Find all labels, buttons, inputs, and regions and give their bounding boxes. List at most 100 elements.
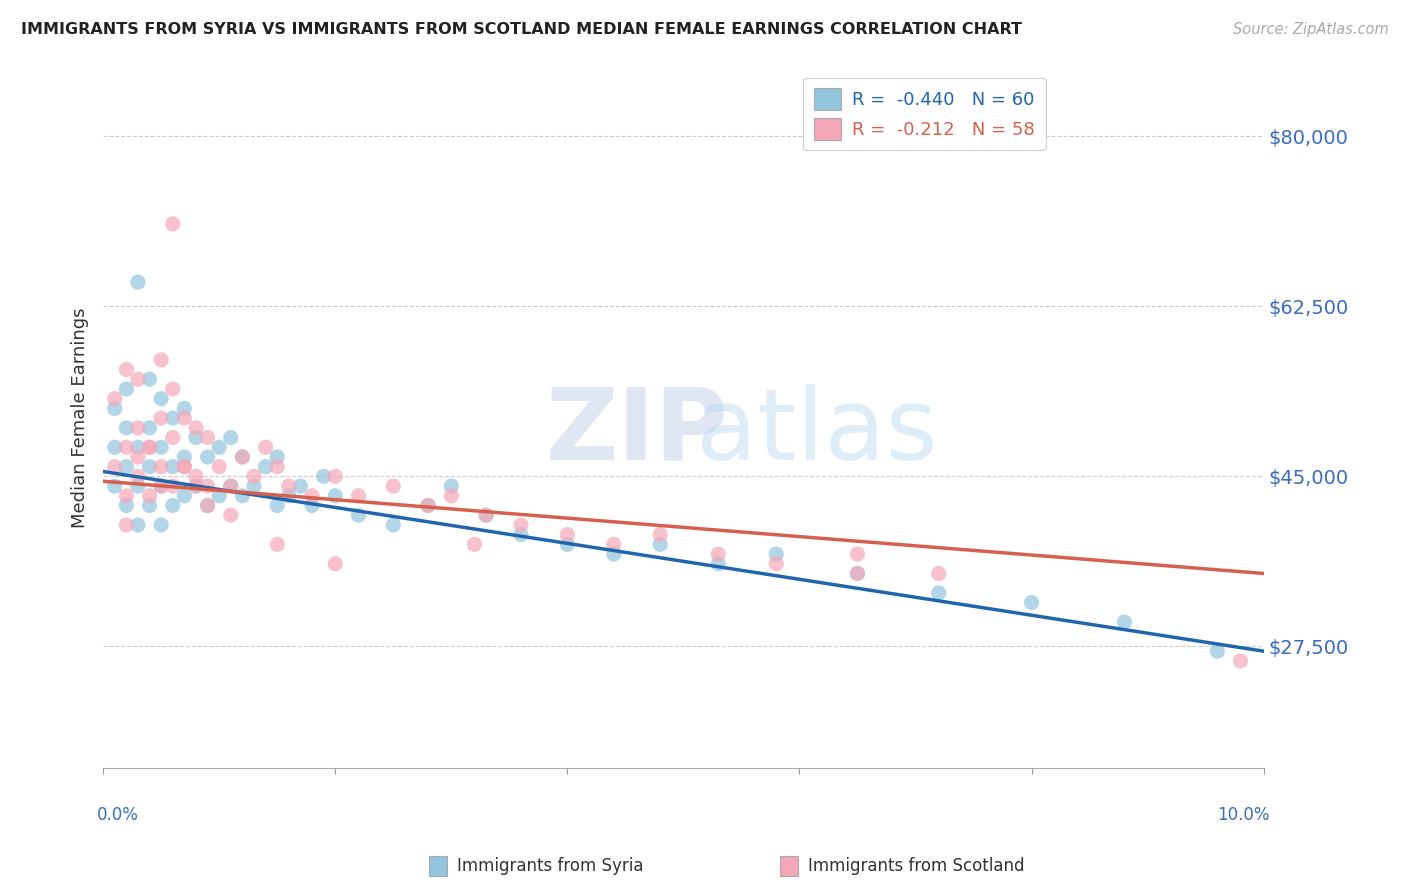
Point — [266, 499, 288, 513]
Point — [440, 489, 463, 503]
Point — [1021, 596, 1043, 610]
Point — [138, 440, 160, 454]
Point — [416, 499, 439, 513]
Point — [115, 382, 138, 396]
Text: Immigrants from Syria: Immigrants from Syria — [457, 857, 644, 875]
Point — [127, 372, 149, 386]
Point — [127, 421, 149, 435]
Point — [173, 401, 195, 416]
Point — [197, 450, 219, 464]
Text: Immigrants from Scotland: Immigrants from Scotland — [808, 857, 1025, 875]
Point — [347, 508, 370, 523]
Point — [765, 547, 787, 561]
Point — [440, 479, 463, 493]
Point — [301, 499, 323, 513]
Point — [197, 499, 219, 513]
Point — [127, 469, 149, 483]
Point — [173, 450, 195, 464]
Point — [173, 459, 195, 474]
Point — [138, 489, 160, 503]
Point — [231, 450, 253, 464]
Point — [557, 537, 579, 551]
Point — [127, 275, 149, 289]
Point — [150, 517, 173, 532]
Point — [323, 557, 346, 571]
Point — [266, 537, 288, 551]
Point — [184, 431, 207, 445]
Point — [150, 392, 173, 406]
Text: 10.0%: 10.0% — [1218, 806, 1270, 824]
Point — [266, 459, 288, 474]
Point — [846, 547, 869, 561]
Text: 0.0%: 0.0% — [97, 806, 139, 824]
Point — [127, 479, 149, 493]
Point — [115, 459, 138, 474]
Point — [162, 411, 184, 425]
Point — [184, 469, 207, 483]
Point — [150, 440, 173, 454]
Point — [1114, 615, 1136, 629]
Point — [243, 469, 266, 483]
Point — [138, 421, 160, 435]
Text: Source: ZipAtlas.com: Source: ZipAtlas.com — [1233, 22, 1389, 37]
Point — [650, 537, 672, 551]
Point — [173, 459, 195, 474]
Point — [277, 479, 299, 493]
Point — [173, 411, 195, 425]
Point — [266, 450, 288, 464]
Point — [347, 489, 370, 503]
Point — [162, 479, 184, 493]
Point — [1206, 644, 1229, 658]
Point — [173, 489, 195, 503]
Point — [115, 421, 138, 435]
Point — [510, 527, 533, 541]
Point — [150, 411, 173, 425]
Point — [208, 440, 231, 454]
Point — [650, 527, 672, 541]
Point — [115, 517, 138, 532]
Point — [104, 392, 127, 406]
Point — [150, 459, 173, 474]
Point — [150, 479, 173, 493]
Point — [138, 459, 160, 474]
Point — [197, 499, 219, 513]
Point — [162, 382, 184, 396]
Point — [475, 508, 498, 523]
Point — [846, 566, 869, 581]
Point — [208, 489, 231, 503]
Point — [382, 517, 405, 532]
Point — [557, 527, 579, 541]
Point — [138, 440, 160, 454]
Point — [219, 508, 242, 523]
Point — [603, 547, 626, 561]
Point — [197, 431, 219, 445]
Point — [928, 586, 950, 600]
Point — [277, 489, 299, 503]
Point — [312, 469, 335, 483]
Point — [707, 557, 730, 571]
Point — [104, 459, 127, 474]
Point — [162, 499, 184, 513]
Text: ZIP: ZIP — [546, 384, 728, 481]
Point — [765, 557, 787, 571]
Point — [231, 450, 253, 464]
Point — [104, 401, 127, 416]
Point — [254, 440, 277, 454]
Point — [184, 479, 207, 493]
Point — [416, 499, 439, 513]
Point — [162, 431, 184, 445]
Point — [115, 499, 138, 513]
Point — [475, 508, 498, 523]
Point — [127, 440, 149, 454]
Point — [184, 479, 207, 493]
Point — [104, 440, 127, 454]
Point — [231, 489, 253, 503]
Point — [219, 479, 242, 493]
Point — [928, 566, 950, 581]
Point — [301, 489, 323, 503]
Point — [150, 352, 173, 367]
Y-axis label: Median Female Earnings: Median Female Earnings — [72, 308, 89, 528]
Point — [219, 479, 242, 493]
Point — [197, 479, 219, 493]
Point — [510, 517, 533, 532]
